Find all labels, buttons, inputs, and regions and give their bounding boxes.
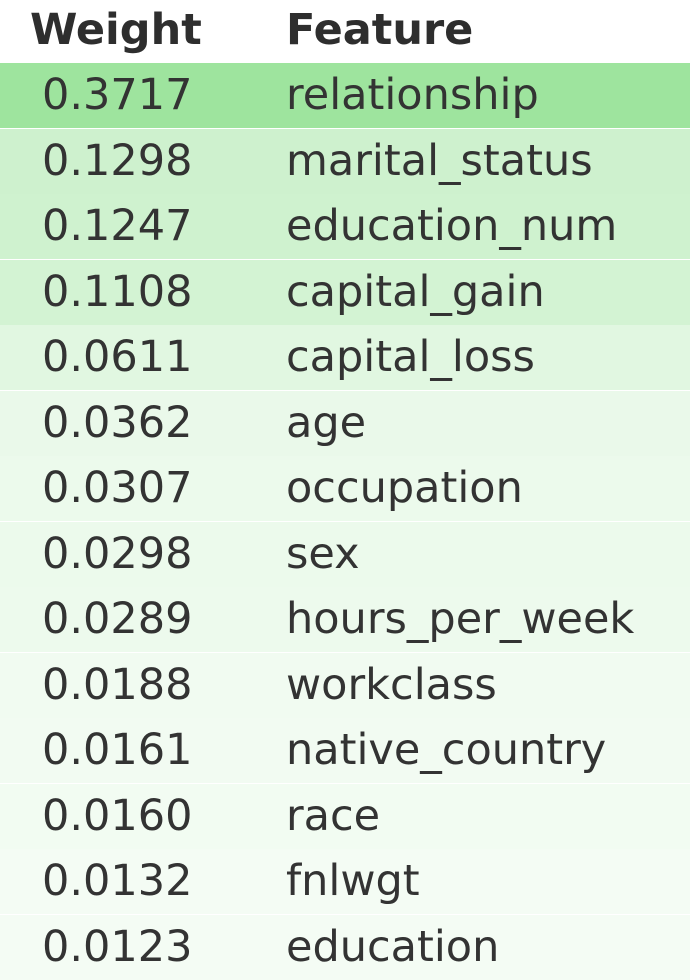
table-row: 0.0123 education [0,914,690,980]
weight-cell: 0.0289 [42,594,193,644]
feature-cell: fnlwgt [286,856,420,906]
feature-cell: relationship [286,70,539,120]
table-row: 0.3717 relationship [0,63,690,128]
table-row: 0.1247 education_num [0,194,690,259]
feature-cell: occupation [286,463,523,513]
weight-cell: 0.0161 [42,725,193,775]
table-row: 0.0362 age [0,390,690,456]
feature-cell: education_num [286,201,618,251]
weight-cell: 0.0188 [42,659,193,710]
feature-cell: sex [286,528,360,579]
feature-cell: race [286,790,381,841]
feature-cell: marital_status [286,135,593,186]
feature-cell: age [286,397,367,448]
weight-cell: 0.1108 [42,266,193,317]
feature-cell: workclass [286,659,497,710]
table-row: 0.0161 native_country [0,718,690,783]
weight-cell: 0.1247 [42,201,193,251]
feature-cell: hours_per_week [286,594,635,644]
weight-cell: 0.0160 [42,790,193,841]
table-row: 0.0289 hours_per_week [0,587,690,652]
feature-cell: capital_loss [286,332,535,382]
feature-column-header: Feature [286,5,474,55]
table-row: 0.1298 marital_status [0,128,690,194]
weight-column-header: Weight [30,5,202,55]
table-row: 0.0132 fnlwgt [0,849,690,914]
weight-cell: 0.1298 [42,135,193,186]
weight-cell: 0.0307 [42,463,193,513]
feature-cell: native_country [286,725,607,775]
table-row: 0.0160 race [0,783,690,849]
weight-cell: 0.0362 [42,397,193,448]
table-header: Weight Feature [0,0,700,62]
weight-cell: 0.0132 [42,856,193,906]
table-row: 0.0298 sex [0,521,690,587]
feature-cell: education [286,921,500,972]
weight-cell: 0.0611 [42,332,193,382]
weight-cell: 0.0298 [42,528,193,579]
feature-cell: capital_gain [286,266,545,317]
table-row: 0.1108 capital_gain [0,259,690,325]
table-row: 0.0307 occupation [0,456,690,521]
weight-cell: 0.0123 [42,921,193,972]
table-row: 0.0611 capital_loss [0,325,690,390]
table-row: 0.0188 workclass [0,652,690,718]
weight-cell: 0.3717 [42,70,193,120]
